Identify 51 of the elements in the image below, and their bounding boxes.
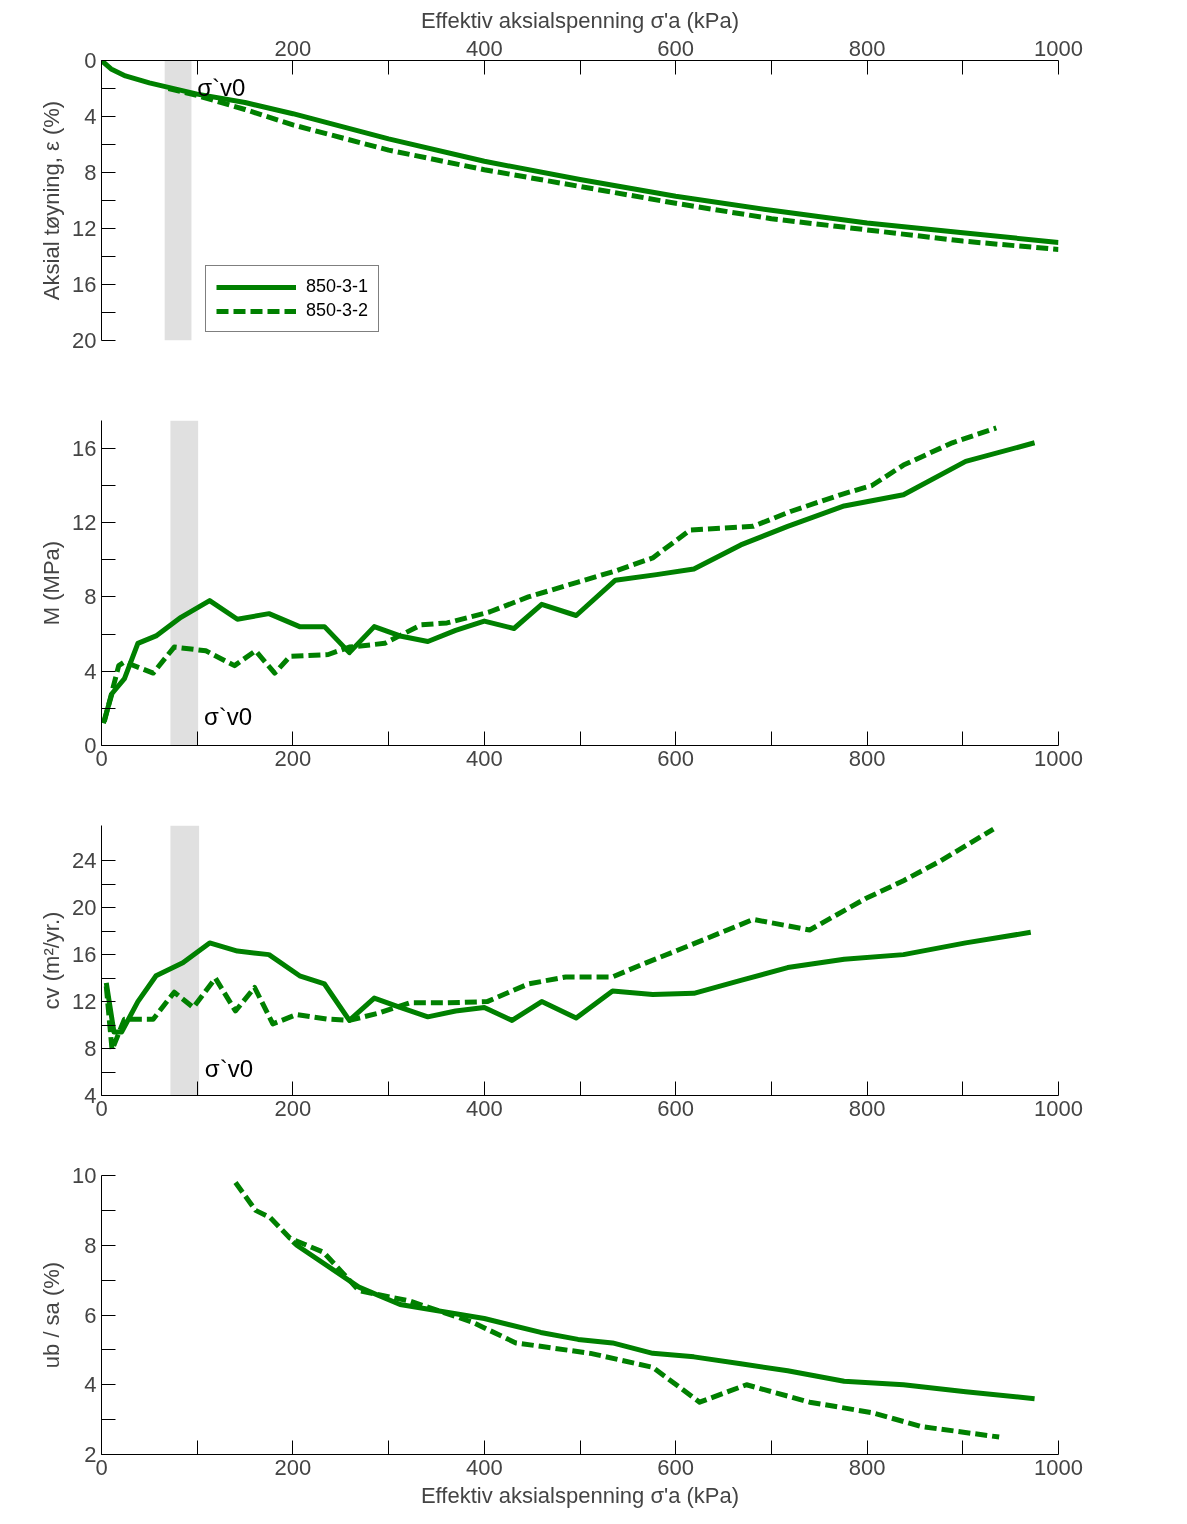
x-tick-label: 1000 (1034, 35, 1083, 61)
x-tick-label: 400 (465, 35, 503, 61)
y-tick-label: 24 (72, 848, 97, 874)
x-tick-label: 200 (274, 745, 312, 771)
x-axis-title: Effektiv aksialspenning σ'a (kPa) (420, 1482, 740, 1508)
x-tick-label: 800 (848, 1095, 886, 1121)
x-tick-label: 400 (465, 1454, 503, 1480)
x-tick-label: 200 (274, 1095, 312, 1121)
y-tick-label: 8 (84, 160, 97, 185)
x-tick-label: 400 (465, 1095, 503, 1121)
y-tick-label: 10 (72, 1163, 97, 1188)
x-tick-label: 600 (657, 745, 695, 771)
y-axis-title: M (MPa) (39, 540, 65, 626)
y-tick-label: 20 (72, 328, 97, 353)
y-tick-label: 16 (72, 272, 97, 297)
x-tick-label: 400 (465, 745, 503, 771)
y-tick-label: 4 (84, 104, 97, 129)
x-tick-label: 800 (848, 745, 886, 771)
x-tick-label: 1000 (1034, 745, 1083, 771)
y-tick-label: 8 (84, 1232, 97, 1258)
y-tick-label: 8 (84, 1036, 97, 1062)
band-label: σ`v0 (203, 702, 253, 730)
x-tick-label: 200 (274, 35, 312, 61)
x-tick-label: 600 (657, 1095, 695, 1121)
y-tick-label: 6 (84, 1302, 97, 1328)
y-axis-title: cv (m²/yr.) (39, 911, 65, 1010)
x-tick-label: 800 (848, 1454, 886, 1480)
y-tick-label: 16 (72, 942, 97, 968)
y-tick-label: 16 (72, 435, 97, 461)
y-tick-label: 12 (72, 216, 97, 241)
x-tick-label: 600 (657, 1454, 695, 1480)
band-label: σ`v0 (204, 1055, 254, 1083)
y-tick-label: 12 (72, 510, 97, 536)
x-tick-label: 1000 (1034, 1095, 1083, 1121)
x-tick-label: 800 (848, 35, 886, 61)
y-tick-label: 8 (84, 584, 97, 610)
y-tick-label: 4 (84, 1083, 97, 1108)
y-axis-title: Aksial tøyning, ε (%) (39, 100, 65, 301)
y-tick-label: 20 (72, 895, 97, 921)
y-tick-label: 2 (84, 1442, 97, 1467)
legend-label: 850-3-2 (305, 300, 368, 321)
y-tick-label: 12 (72, 989, 97, 1015)
y-tick-label: 4 (84, 1372, 97, 1398)
x-tick-label: 200 (274, 1454, 312, 1480)
band-label: σ`v0 (197, 74, 246, 102)
x-axis-title: Effektiv aksialspenning σ'a (kPa) (420, 7, 740, 33)
x-tick-label: 1000 (1034, 1454, 1083, 1480)
legend-label: 850-3-1 (305, 276, 368, 297)
y-tick-label: 4 (84, 658, 97, 684)
x-tick-label: 600 (657, 35, 695, 61)
y-axis-title: ub / sa (%) (39, 1261, 65, 1369)
